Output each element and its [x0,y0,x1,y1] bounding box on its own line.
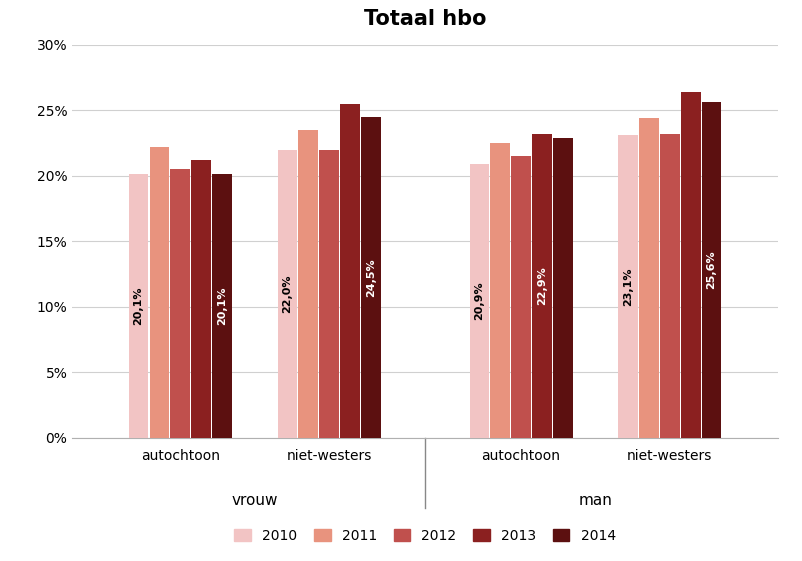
Text: 25,6%: 25,6% [707,251,716,289]
Text: 23,1%: 23,1% [623,267,634,306]
Bar [340,104,360,438]
Text: vrouw: vrouw [231,493,277,508]
Bar [618,135,638,438]
Bar [553,138,573,438]
Text: 20,1%: 20,1% [217,287,227,325]
Bar [702,103,722,438]
Text: 22,0%: 22,0% [282,274,293,313]
Bar [361,117,380,438]
Bar [681,92,701,438]
Bar [532,134,552,438]
Bar [212,174,232,438]
Text: 24,5%: 24,5% [366,258,375,297]
Bar [470,164,489,438]
Title: Totaal hbo: Totaal hbo [364,10,486,29]
Bar [170,169,190,438]
Text: 22,9%: 22,9% [537,266,547,305]
Text: 20,1%: 20,1% [134,287,144,325]
Bar [298,130,318,438]
Bar [639,118,659,438]
Bar [277,150,298,438]
Bar [191,160,211,438]
Text: 20,9%: 20,9% [475,282,484,320]
Legend: 2010, 2011, 2012, 2013, 2014: 2010, 2011, 2012, 2013, 2014 [229,523,622,549]
Bar [128,174,148,438]
Bar [319,150,339,438]
Bar [490,143,510,438]
Text: man: man [578,493,613,508]
Bar [149,147,169,438]
Bar [660,134,680,438]
Bar [511,156,531,438]
